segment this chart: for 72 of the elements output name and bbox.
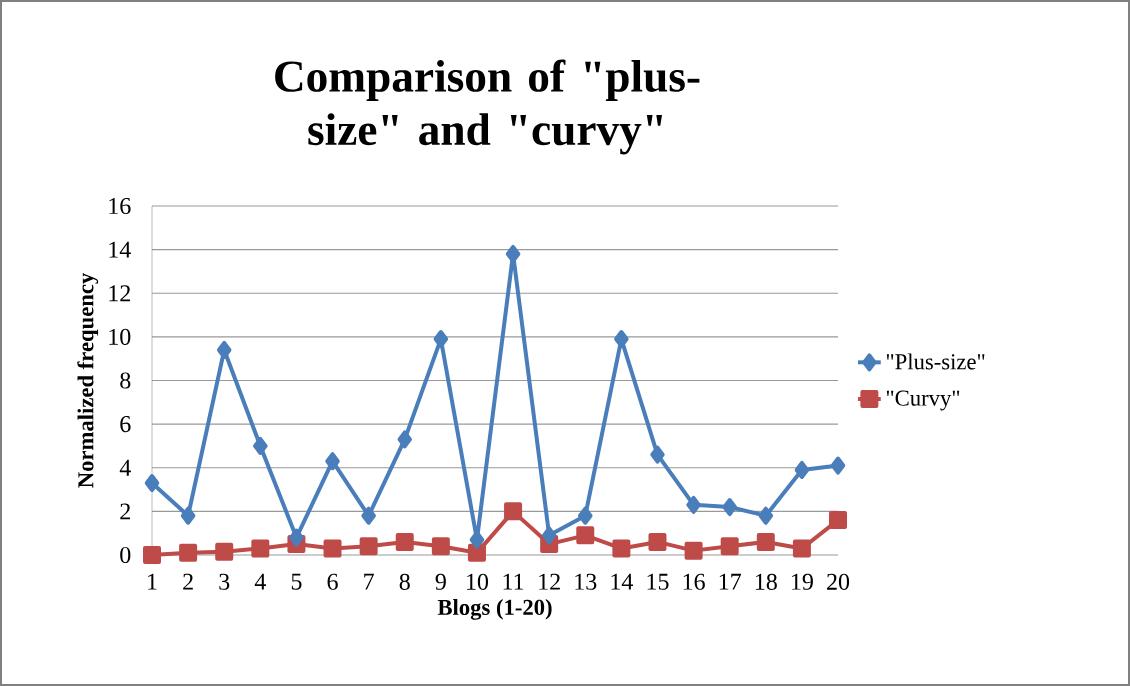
x-tick-label: 5 (291, 573, 302, 590)
point (397, 430, 412, 449)
point (467, 543, 486, 562)
point (361, 506, 376, 525)
point (144, 474, 160, 493)
x-tick-label: 12 (539, 573, 560, 590)
point (614, 330, 629, 349)
point (143, 546, 161, 564)
point (576, 526, 595, 545)
point (251, 539, 270, 558)
point (216, 340, 232, 359)
point (431, 537, 450, 556)
y-tick-label: 14 (109, 241, 131, 258)
point (720, 537, 739, 556)
x-tick-label: 17 (719, 573, 742, 590)
x-tick-label: 14 (611, 573, 633, 590)
point (504, 502, 523, 521)
y-tick-label: 16 (109, 197, 131, 215)
y-tick-label: 0 (120, 546, 131, 564)
point (395, 532, 414, 551)
x-tick-label: 19 (792, 573, 813, 590)
x-tick-label: 13 (575, 573, 597, 590)
x-tick-label: 7 (364, 573, 374, 590)
x-tick-label: 6 (327, 573, 338, 590)
point (684, 541, 703, 560)
point (686, 495, 701, 514)
y-tick-label: 12 (109, 285, 130, 302)
point (469, 530, 485, 549)
x-tick-label: 9 (435, 573, 446, 590)
point (756, 532, 775, 551)
point (758, 506, 774, 525)
y-tick-label: 4 (119, 459, 131, 476)
point (359, 537, 378, 556)
x-tick-label: 4 (254, 573, 266, 590)
point (792, 539, 811, 558)
point (179, 543, 198, 562)
legend-label: "Curvy" (886, 390, 960, 411)
y-tick-label: 8 (120, 372, 131, 389)
y-tick-label: 6 (120, 416, 131, 433)
point (215, 542, 234, 561)
x-tick-label: 3 (219, 573, 230, 590)
x-tick-label: 18 (755, 573, 777, 590)
point (829, 511, 848, 530)
point (612, 539, 631, 558)
x-tick-label: 20 (827, 573, 850, 590)
point (722, 498, 737, 517)
point (289, 528, 304, 547)
x-tick-label: 16 (683, 573, 705, 590)
legend-label: "Plus-size" (886, 353, 985, 370)
point (578, 506, 593, 525)
x-tick-label: 10 (467, 573, 489, 590)
point (541, 526, 557, 545)
x-tick-label: 8 (399, 573, 410, 590)
point (253, 436, 268, 455)
x-axis-title: Blogs (1-20) (437, 599, 552, 620)
x-tick-label: 1 (148, 573, 157, 590)
point (830, 456, 846, 475)
point (505, 244, 521, 263)
point (433, 330, 449, 349)
point (323, 539, 342, 558)
point (325, 452, 340, 471)
chart-title: Comparison of "plus-size" and "curvy" (275, 59, 700, 155)
point (180, 506, 196, 525)
x-tick-label: 15 (647, 573, 669, 590)
point (650, 445, 665, 464)
y-axis-title: Normalized frequency (77, 272, 99, 488)
point (794, 460, 810, 479)
point (648, 532, 667, 551)
y-tick-label: 10 (109, 328, 131, 345)
x-tick-label: 2 (183, 573, 193, 590)
x-tick-label: 11 (503, 573, 524, 590)
y-tick-label: 2 (120, 503, 130, 520)
